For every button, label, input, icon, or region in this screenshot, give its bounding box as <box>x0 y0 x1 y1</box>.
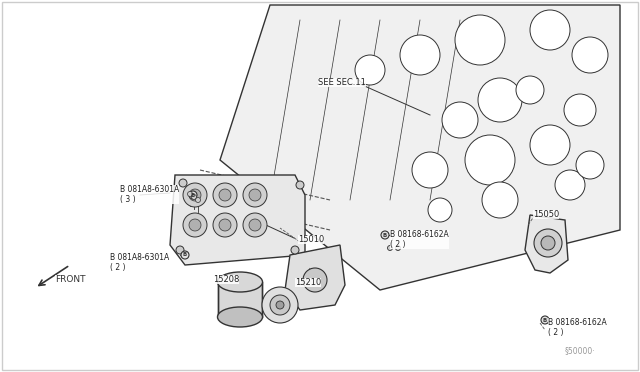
Circle shape <box>213 213 237 237</box>
Ellipse shape <box>218 307 262 327</box>
Circle shape <box>534 229 562 257</box>
Text: B: B <box>543 317 547 323</box>
Polygon shape <box>285 245 345 310</box>
Text: 15010: 15010 <box>298 235 324 244</box>
Circle shape <box>381 231 389 239</box>
Text: 15208: 15208 <box>213 275 239 284</box>
Circle shape <box>249 189 261 201</box>
Circle shape <box>189 191 197 199</box>
Circle shape <box>555 170 585 200</box>
Circle shape <box>530 125 570 165</box>
Text: SEE SEC.11: SEE SEC.11 <box>318 78 366 87</box>
Circle shape <box>478 78 522 122</box>
Circle shape <box>195 198 200 202</box>
Circle shape <box>270 295 290 315</box>
Circle shape <box>219 219 231 231</box>
Circle shape <box>530 10 570 50</box>
Ellipse shape <box>218 272 262 292</box>
Polygon shape <box>220 5 620 290</box>
Circle shape <box>213 183 237 207</box>
Circle shape <box>189 189 201 201</box>
Circle shape <box>262 287 298 323</box>
Circle shape <box>442 102 478 138</box>
Circle shape <box>183 213 207 237</box>
Circle shape <box>291 246 299 254</box>
Polygon shape <box>170 175 305 265</box>
Bar <box>218 282 262 317</box>
Circle shape <box>400 35 440 75</box>
Circle shape <box>243 213 267 237</box>
Text: 15210: 15210 <box>295 278 321 287</box>
Circle shape <box>541 236 555 250</box>
Circle shape <box>482 182 518 218</box>
Circle shape <box>191 195 196 199</box>
Circle shape <box>387 246 392 250</box>
Circle shape <box>303 268 327 292</box>
Circle shape <box>455 15 505 65</box>
Text: B 081A8-6301A
( 3 ): B 081A8-6301A ( 3 ) <box>120 185 179 204</box>
Circle shape <box>576 151 604 179</box>
Text: FRONT: FRONT <box>55 275 86 284</box>
Circle shape <box>296 181 304 189</box>
Circle shape <box>564 94 596 126</box>
Text: §50000·: §50000· <box>564 346 595 355</box>
Circle shape <box>181 251 189 259</box>
Text: B: B <box>183 253 187 257</box>
Text: 15050: 15050 <box>533 210 559 219</box>
Circle shape <box>189 219 201 231</box>
Circle shape <box>412 152 448 188</box>
Circle shape <box>276 301 284 309</box>
Text: B 08168-6162A
( 2 ): B 08168-6162A ( 2 ) <box>548 318 607 337</box>
Circle shape <box>188 192 193 196</box>
Text: B 08168-6162A
( 2 ): B 08168-6162A ( 2 ) <box>390 230 449 249</box>
Circle shape <box>249 219 261 231</box>
Circle shape <box>219 189 231 201</box>
Circle shape <box>355 55 385 85</box>
Circle shape <box>183 183 207 207</box>
Circle shape <box>428 198 452 222</box>
Polygon shape <box>525 215 568 273</box>
Circle shape <box>465 135 515 185</box>
Text: B: B <box>191 192 195 198</box>
Circle shape <box>541 316 549 324</box>
Circle shape <box>516 76 544 104</box>
Circle shape <box>396 246 401 250</box>
Circle shape <box>243 183 267 207</box>
Text: B: B <box>383 232 387 237</box>
Circle shape <box>572 37 608 73</box>
Circle shape <box>176 246 184 254</box>
Circle shape <box>179 179 187 187</box>
Text: B 081A8-6301A
( 2 ): B 081A8-6301A ( 2 ) <box>110 253 169 272</box>
